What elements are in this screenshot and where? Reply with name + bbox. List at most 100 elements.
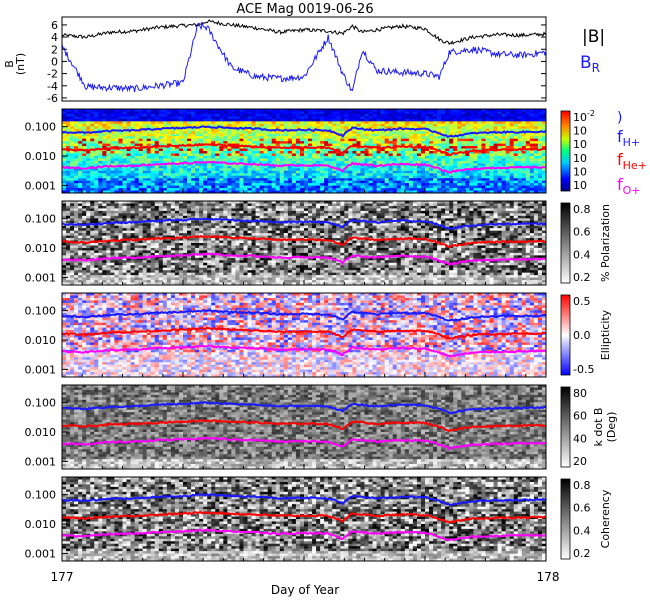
heatmap-cell — [372, 133, 378, 137]
heatmap-cell — [227, 155, 232, 160]
heatmap-cell — [130, 178, 136, 182]
heatmap-cell — [90, 173, 95, 177]
heatmap-cell — [211, 163, 216, 167]
heatmap-cell — [400, 118, 406, 122]
heatmap-cell — [150, 160, 156, 164]
heatmap-cell — [90, 215, 95, 219]
heatmap-cell — [489, 170, 495, 174]
heatmap-cell — [481, 153, 487, 157]
heatmap-cell — [251, 173, 257, 177]
heatmap-cell — [433, 178, 438, 182]
heatmap-cell — [223, 111, 228, 115]
heatmap-cell — [66, 163, 71, 167]
heatmap-cell — [162, 168, 168, 172]
heatmap-cell — [420, 111, 426, 115]
heatmap-cell — [191, 116, 196, 120]
heatmap-cell — [283, 126, 289, 130]
heatmap-cell — [541, 158, 546, 162]
heatmap-cell — [541, 113, 546, 118]
heatmap-cell — [62, 250, 67, 254]
heatmap-cell — [348, 111, 353, 115]
heatmap-cell — [445, 138, 450, 142]
heatmap-cell — [82, 215, 87, 219]
heatmap-cell — [118, 255, 124, 259]
heatmap-cell — [247, 188, 253, 192]
heatmap-cell — [412, 185, 418, 189]
heatmap-cell — [352, 116, 358, 120]
heatmap-cell — [174, 123, 180, 127]
heatmap-cell — [130, 260, 136, 264]
heatmap-cell — [158, 225, 164, 229]
heatmap-cell — [122, 282, 128, 285]
heatmap-cell — [227, 116, 232, 120]
heatmap-cell — [457, 128, 462, 132]
heatmap-cell — [142, 260, 148, 264]
heatmap-cell — [416, 170, 422, 174]
heatmap-cell — [158, 188, 164, 192]
heatmap-cell — [251, 185, 257, 189]
heatmap-cell — [211, 123, 216, 127]
heatmap-cell — [420, 148, 426, 152]
heatmap-cell — [445, 158, 450, 162]
heatmap-cell — [541, 173, 546, 177]
heatmap-cell — [469, 183, 474, 187]
heatmap-cell — [457, 155, 462, 160]
heatmap-cell — [142, 190, 148, 193]
heatmap-cell — [529, 116, 535, 120]
heatmap-cell — [316, 133, 321, 137]
heatmap-cell — [521, 136, 527, 140]
heatmap-cell — [70, 116, 75, 120]
heatmap-cell — [146, 188, 152, 192]
heatmap-cell — [134, 267, 140, 271]
heatmap-cell — [316, 121, 321, 125]
heatmap-cell — [86, 178, 91, 182]
heatmap-cell — [114, 247, 120, 252]
heatmap-cell — [170, 151, 176, 155]
heatmap-cell — [372, 170, 378, 174]
heatmap-cell — [219, 180, 224, 184]
heatmap-cell — [304, 178, 309, 182]
heatmap-cell — [513, 138, 519, 142]
heatmap-cell — [497, 163, 503, 167]
heatmap-cell — [154, 148, 160, 152]
heatmap-cell — [441, 126, 446, 130]
heatmap-cell — [312, 185, 317, 189]
heatmap-cell — [356, 183, 362, 187]
heatmap-cell — [102, 188, 107, 192]
heatmap-cell — [66, 123, 71, 127]
heatmap-cell — [525, 163, 531, 167]
heatmap-cell — [118, 118, 124, 122]
heatmap-cell — [469, 116, 474, 120]
heatmap-cell — [267, 109, 273, 113]
heatmap-cell — [251, 121, 257, 125]
heatmap-cell — [82, 143, 87, 147]
heatmap-cell — [239, 173, 245, 177]
heatmap-cell — [388, 109, 394, 113]
heatmap-cell — [291, 165, 297, 169]
colorbar-tick-label: 10 — [573, 179, 587, 192]
heatmap-cell — [211, 136, 216, 140]
heatmap-cell — [150, 190, 156, 193]
heatmap-cell — [195, 151, 200, 155]
heatmap-cell — [251, 128, 257, 132]
heatmap-cell — [247, 173, 253, 177]
heatmap-cell — [227, 170, 232, 174]
heatmap-cell — [279, 183, 285, 187]
heatmap-cell — [328, 175, 333, 179]
heatmap-cell — [336, 175, 341, 179]
heatmap-cell — [404, 116, 410, 120]
heatmap-cell — [368, 175, 374, 179]
heatmap-cell — [114, 213, 120, 217]
heatmap-cell — [243, 121, 249, 125]
heatmap-cell — [122, 116, 128, 120]
heatmap-cell — [154, 121, 160, 125]
heatmap-cell — [106, 228, 111, 232]
heatmap-cell — [429, 111, 434, 115]
heatmap-cell — [493, 128, 499, 132]
b-ylabel-line2: (nT) — [14, 53, 27, 75]
heatmap-cell — [533, 111, 539, 115]
heatmap-cell — [98, 220, 103, 224]
heatmap-cell — [392, 155, 398, 160]
heatmap-cell — [74, 267, 79, 271]
heatmap-cell — [78, 128, 83, 132]
